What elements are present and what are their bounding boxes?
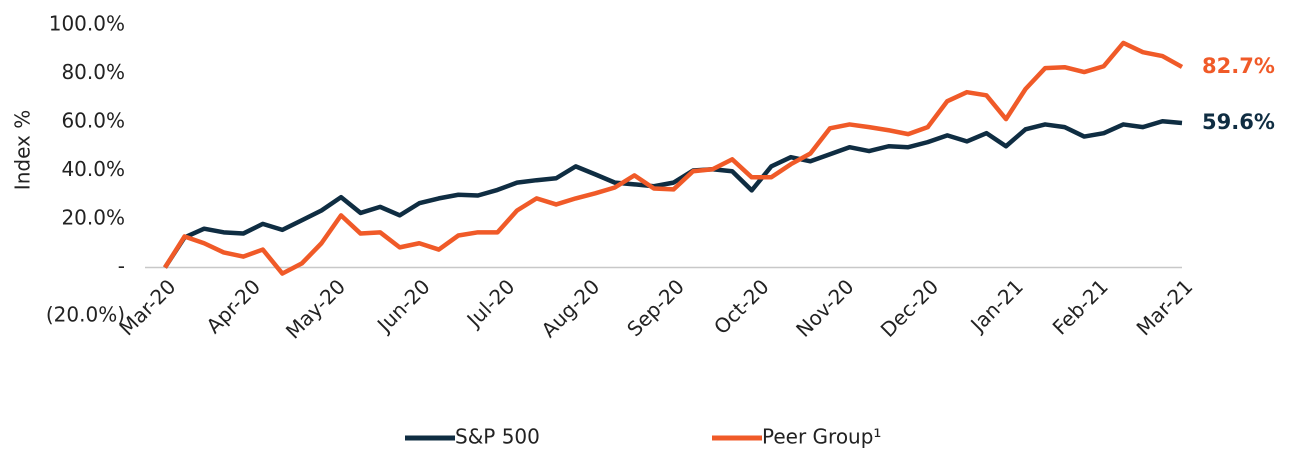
y-tick-label: - [118, 254, 125, 278]
x-tick-label: Jul-20 [461, 274, 520, 333]
y-tick-label: 40.0% [61, 157, 125, 181]
x-tick-label: Feb-21 [1048, 274, 1113, 339]
legend-label: S&P 500 [455, 425, 540, 449]
x-tick-label: Jun-20 [371, 274, 435, 338]
legend-label: Peer Group¹ [762, 425, 881, 449]
x-tick-label: Jan-21 [965, 274, 1028, 337]
x-tick-label: Mar-21 [1132, 274, 1198, 340]
y-tick-label: 60.0% [61, 109, 125, 133]
y-axis-label: Index % [11, 110, 35, 190]
x-tick-label: May-20 [281, 274, 350, 343]
x-tick-label: Oct-20 [709, 274, 774, 339]
series-line [163, 119, 1183, 269]
x-tick-label: Sep-20 [622, 274, 689, 341]
y-tick-label: 20.0% [61, 206, 125, 230]
x-tick-label: Aug-20 [537, 274, 605, 342]
y-tick-label: 100.0% [49, 12, 125, 36]
x-tick-label: Apr-20 [201, 274, 265, 338]
x-tick-label: Nov-20 [791, 274, 858, 341]
y-tick-label: (20.0%) [46, 303, 125, 327]
end-value-label: 82.7% [1202, 54, 1275, 78]
y-tick-label: 80.0% [61, 60, 125, 84]
x-tick-label: Dec-20 [876, 274, 943, 341]
end-value-label: 59.6% [1202, 110, 1275, 134]
series-line [163, 40, 1184, 276]
